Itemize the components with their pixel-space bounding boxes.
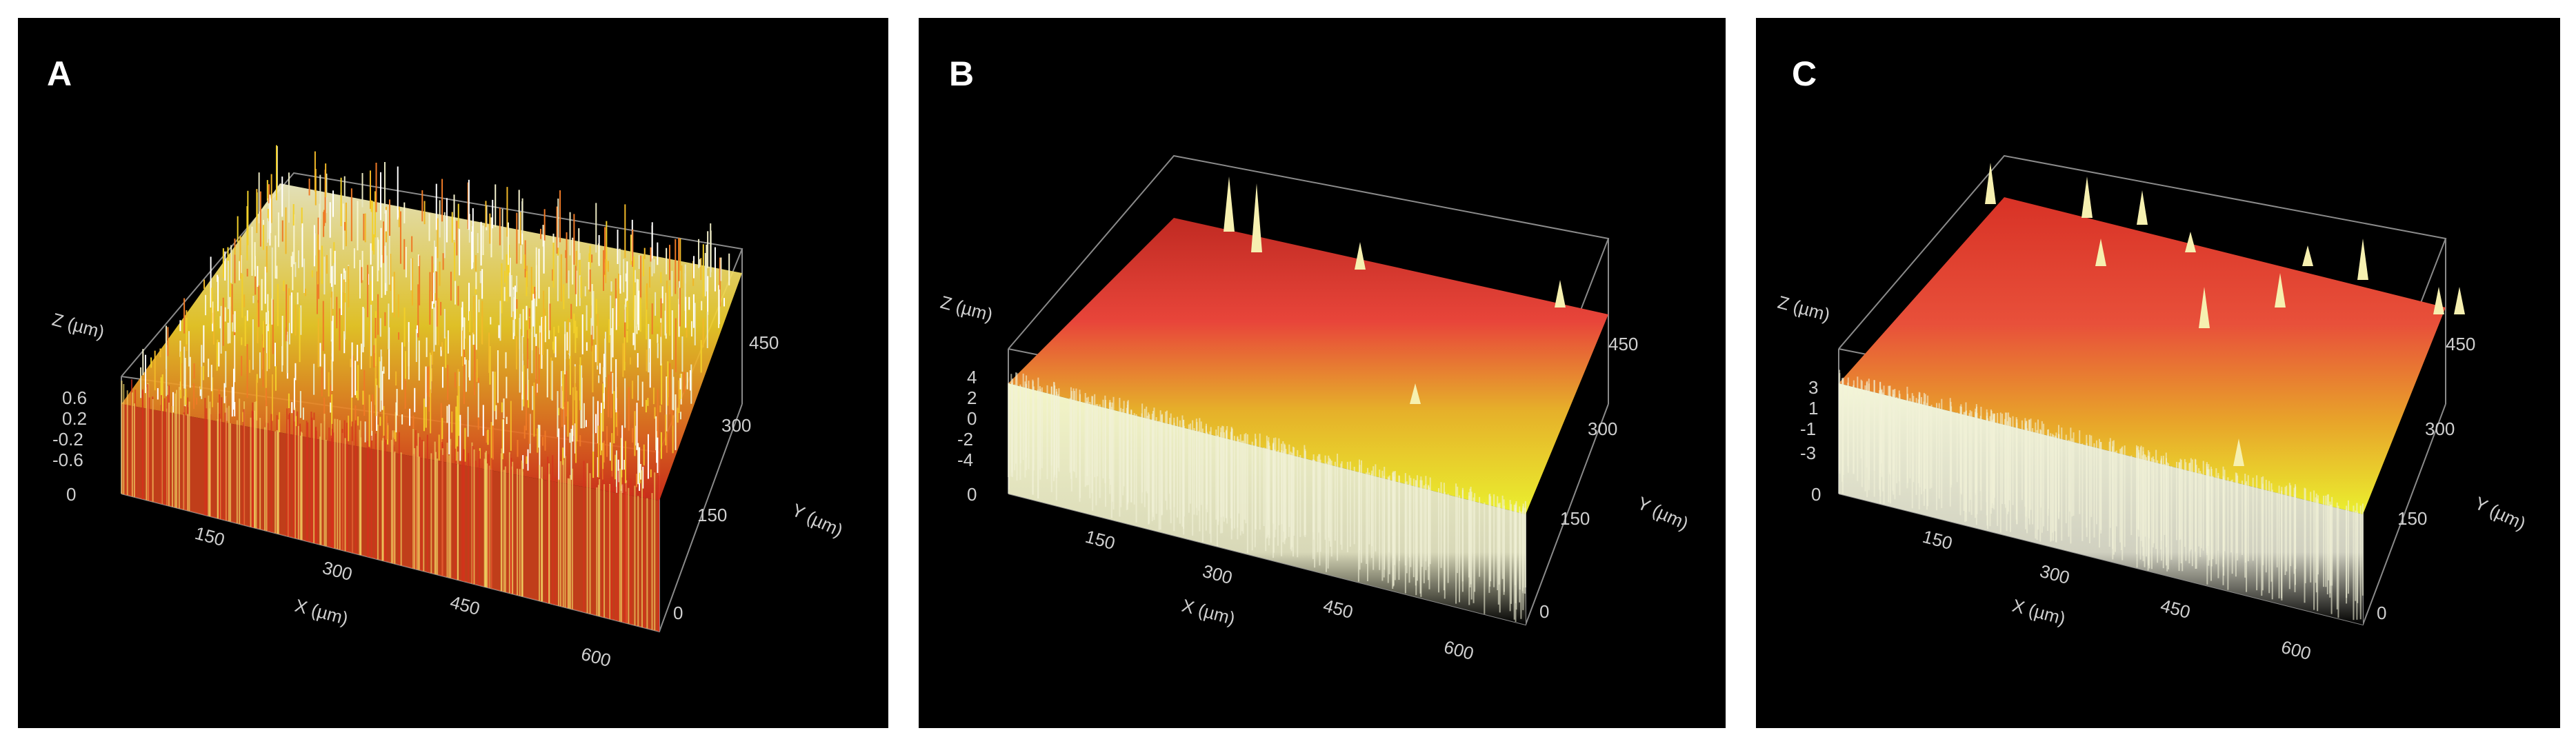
surface-plot-a: Z (µm) 0.6 0.2 -0.2 -0.6 0 150 300 450 6…: [50, 145, 846, 671]
x-tick: 300: [320, 557, 355, 585]
surface-peaks-b: [1008, 177, 1566, 622]
peak: [2095, 239, 2106, 266]
x-tick: 150: [1920, 526, 1955, 554]
x-tick: 450: [448, 592, 482, 619]
y-tick: 0: [1539, 601, 1549, 622]
peak: [2302, 245, 2313, 266]
y-tick: 450: [749, 332, 779, 353]
z-tick: -4: [957, 450, 973, 470]
peak: [2275, 273, 2286, 308]
surface-plot-c: Z (µm) 3 1 -1 -3 0 150 300 450 600 X (µm…: [1775, 154, 2529, 664]
y-tick: 0: [2377, 603, 2386, 623]
y-axis-label: Y (µm): [2471, 492, 2528, 534]
x-tick: 300: [2037, 561, 2072, 588]
z-tick: -1: [1800, 419, 1816, 439]
peak: [2185, 232, 2196, 252]
peak: [2357, 239, 2368, 280]
x-tick: 300: [1200, 561, 1235, 588]
y-tick: 300: [2425, 419, 2455, 439]
z-tick: 1: [1808, 398, 1818, 419]
z-tick: -3: [1800, 443, 1816, 463]
peak: [1251, 183, 1262, 252]
origin-label: 0: [66, 484, 76, 505]
y-axis-label: Y (µm): [1634, 492, 1691, 534]
peak: [2137, 190, 2148, 225]
panel-label: A: [47, 54, 72, 93]
peak: [1410, 383, 1421, 404]
peak: [1555, 280, 1566, 308]
panel-label: B: [949, 54, 975, 93]
peak: [2199, 287, 2210, 328]
panel-label: C: [1792, 54, 1817, 93]
x-tick: 450: [2158, 595, 2193, 623]
x-tick: 450: [1321, 595, 1355, 623]
surface-spikes-a: [121, 145, 730, 632]
peak: [1224, 177, 1235, 232]
x-tick: 600: [2279, 636, 2313, 664]
x-axis-label: X (µm): [2010, 595, 2068, 629]
y-tick: 300: [721, 415, 751, 436]
y-axis-label: Y (µm): [788, 499, 846, 541]
y-tick: 150: [1560, 508, 1590, 529]
y-tick: 150: [2397, 508, 2427, 529]
y-tick: 300: [1588, 419, 1617, 439]
panel-a: Z (µm) 0.6 0.2 -0.2 -0.6 0 150 300 450 6…: [18, 18, 888, 728]
x-tick: 600: [579, 643, 613, 671]
z-axis-label: Z (µm): [938, 292, 995, 325]
peak: [2454, 287, 2465, 314]
y-tick: 450: [2446, 334, 2475, 354]
x-tick: 600: [1441, 636, 1476, 664]
surface-plot-b: Z (µm) 4 2 0 -2 -4 0 150 300 450 600 X (…: [938, 154, 1692, 664]
z-tick: 4: [967, 367, 977, 387]
surface-top-c: [1839, 197, 2446, 514]
peak: [2081, 177, 2093, 218]
peak: [2433, 287, 2444, 314]
y-tick: 150: [697, 505, 727, 525]
surface-peaks-c: [1839, 163, 2465, 621]
peak: [1985, 163, 1996, 204]
z-tick: 2: [967, 387, 977, 408]
origin-label: 0: [1811, 484, 1821, 505]
panel-c: Z (µm) 3 1 -1 -3 0 150 300 450 600 X (µm…: [1756, 18, 2560, 728]
z-axis-label: Z (µm): [50, 309, 106, 343]
x-axis-label: X (µm): [292, 595, 350, 629]
peak: [2233, 438, 2244, 466]
z-tick: -0.2: [52, 429, 83, 450]
z-tick: 3: [1808, 377, 1818, 398]
z-tick: 0.6: [62, 387, 87, 408]
x-tick: 150: [192, 523, 227, 550]
y-tick: 450: [1608, 334, 1638, 354]
x-axis-label: X (µm): [1179, 595, 1237, 629]
z-axis-label: Z (µm): [1775, 292, 1832, 325]
z-tick: 0.2: [62, 408, 87, 429]
z-tick: -0.6: [52, 450, 83, 470]
y-tick: 0: [673, 603, 683, 623]
origin-label: 0: [967, 484, 977, 505]
surface-top-b: [1008, 218, 1608, 514]
panel-b: Z (µm) 4 2 0 -2 -4 0 150 300 450 600 X (…: [919, 18, 1726, 728]
x-tick: 150: [1083, 526, 1117, 554]
z-tick: -2: [957, 429, 973, 450]
z-tick: 0: [967, 408, 977, 429]
peak: [1355, 242, 1366, 270]
